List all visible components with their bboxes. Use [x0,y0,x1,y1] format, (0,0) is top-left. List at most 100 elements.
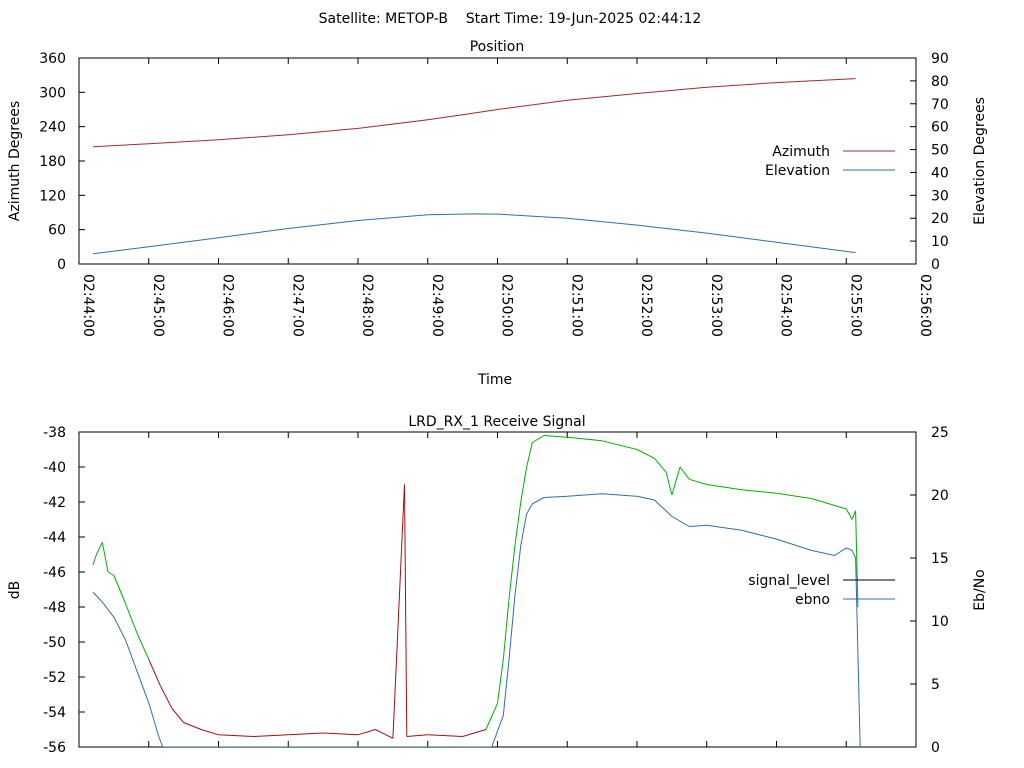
y2-tick-label: 0 [931,740,940,756]
signal-legend: signal_level ebno [748,573,895,608]
figure-title: Satellite: METOP-B Start Time: 19-Jun-20… [319,11,702,27]
series-segment-signal-level [101,542,109,573]
y2-tick-label: 15 [931,551,949,567]
y-tick-label: 300 [39,85,66,101]
y-tick-label: -42 [43,495,66,511]
position-series [92,78,856,255]
series-segment-signal-level [514,501,522,546]
y2-tick-label: 5 [931,677,940,693]
legend-label-signal-level: signal_level [748,573,830,589]
x-tick-label: 02:55:00 [847,274,863,337]
x-tick-label: 02:54:00 [778,274,794,337]
series-line-elevation [92,213,856,255]
series-clip-group [92,78,856,255]
y2-tick-label: 25 [931,425,949,441]
y-tick-label: 60 [48,223,66,239]
y2-tick-label: 10 [931,614,949,630]
series-segment-signal-level [148,659,161,687]
position-x-axis-label: Time [477,372,512,388]
series-segment-signal-level [855,510,859,608]
x-tick-label: 02:51:00 [568,274,584,337]
series-segment-signal-level [462,729,487,737]
series-segment-signal-level [136,633,150,660]
series-segment-signal-level [845,508,853,520]
receive-signal-chart: LRD_RX_1 Receive Signal dB Eb/No -38-40-… [7,414,988,756]
series-segment-signal-level [92,554,97,566]
x-tick-label: 02:52:00 [638,274,654,337]
series-segment-signal-level [392,484,405,739]
series-segment-signal-level [706,484,742,491]
y-tick-label: -44 [43,530,66,546]
x-tick-label: 02:45:00 [150,274,166,337]
series-segment-signal-level [671,466,681,496]
x-tick-label: 02:46:00 [220,274,236,337]
series-segment-signal-level [679,466,690,480]
y2-tick-label: 40 [931,165,949,181]
series-segment-signal-level [357,729,376,736]
legend-label-azimuth: Azimuth [772,144,830,160]
x-tick-label: 02:44:00 [80,274,96,337]
series-segment-signal-level [776,492,812,499]
series-segment-signal-level [497,659,504,704]
series-segment-signal-level [107,571,115,576]
y-tick-label: -54 [43,705,66,721]
series-segment-signal-level [288,732,324,736]
x-tick-label: 02:53:00 [708,274,724,337]
series-segment-signal-level [851,510,857,520]
y2-tick-label: 20 [931,211,949,227]
series-segment-signal-level [218,734,254,737]
series-segment-signal-level [654,457,667,473]
series-segment-signal-level [404,484,408,737]
y-tick-label: -50 [43,635,66,651]
series-segment-signal-level [741,489,777,494]
x-tick-label: 02:50:00 [499,274,515,337]
db-axis-label: dB [7,581,23,600]
elevation-axis-label: Elevation Degrees [972,97,988,225]
y-tick-label: 120 [39,188,66,204]
y-tick-label: 240 [39,120,66,136]
y-tick-label: -46 [43,565,66,581]
series-segment-signal-level [375,729,394,739]
signal-series [92,435,861,747]
y-tick-label: 0 [57,257,66,273]
series-segment-signal-level [427,734,463,737]
position-legend: Azimuth Elevation [765,144,895,179]
series-segment-signal-level [125,603,138,634]
series-segment-signal-level [543,435,568,438]
series-segment-signal-level [526,442,533,468]
azimuth-axis-label: Azimuth Degrees [7,101,23,221]
ebno-axis-label: Eb/No [972,569,988,611]
series-clip-group [92,435,861,747]
series-segment-signal-level [323,732,359,736]
series-segment-signal-level [665,472,673,496]
series-line-azimuth [92,78,856,148]
x-tick-label: 02:49:00 [429,274,445,337]
series-segment-signal-level [601,440,638,450]
y2-tick-label: 0 [931,257,940,273]
legend-label-ebno: ebno [795,592,830,608]
series-segment-signal-level [532,435,545,443]
x-tick-label: 02:56:00 [917,274,933,337]
y-tick-label: -40 [43,460,66,476]
x-tick-label: 02:47:00 [289,274,305,337]
y2-tick-label: 70 [931,97,949,113]
series-segment-signal-level [636,449,655,459]
y2-tick-label: 60 [931,120,949,136]
position-chart-title: Position [470,39,525,55]
series-segment-signal-level [200,729,219,736]
series-segment-signal-level [520,466,528,503]
series-segment-signal-level [508,545,516,599]
legend-label-elevation: Elevation [765,163,830,179]
signal-chart-title: LRD_RX_1 Receive Signal [408,414,585,430]
y-tick-label: 360 [39,51,66,67]
y2-tick-label: 90 [931,51,949,67]
series-segment-signal-level [406,734,428,737]
series-segment-signal-level [95,542,103,555]
series-segment-signal-level [253,734,289,737]
series-segment-signal-level [485,703,498,730]
y-tick-label: -56 [43,740,66,756]
y2-tick-label: 30 [931,188,949,204]
series-segment-signal-level [811,498,847,510]
position-chart: Position Azimuth Degrees Elevation Degre… [7,39,988,388]
